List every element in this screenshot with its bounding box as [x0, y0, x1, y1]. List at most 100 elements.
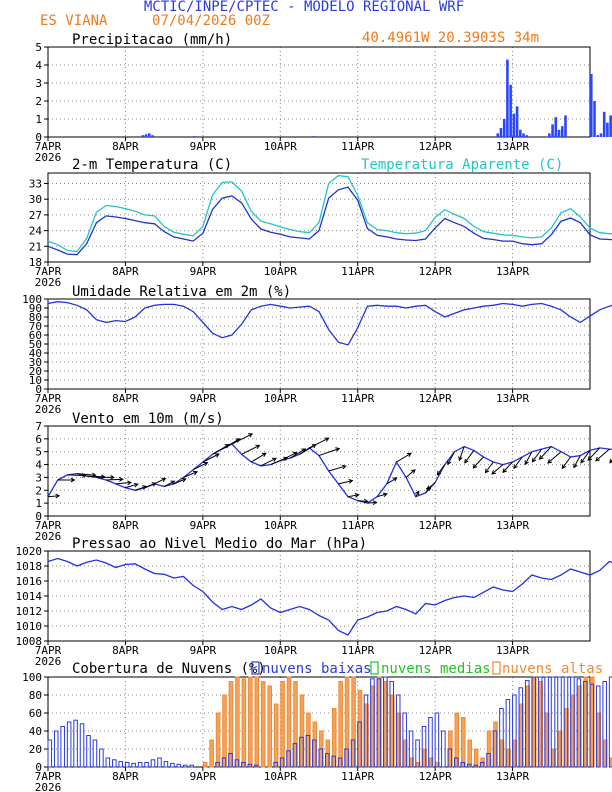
temp-panel-title: 2-m Temperatura (C) [72, 157, 232, 173]
cloud-bar-low [492, 730, 498, 768]
wind-arrowhead [181, 478, 187, 483]
wind-arrowhead [224, 444, 230, 449]
cloud-bar-low [131, 762, 136, 768]
y-tick-label: 60 [29, 329, 42, 342]
wind-arrowhead [203, 462, 209, 467]
precip-bar [593, 101, 596, 137]
wind-arrowhead [447, 460, 452, 466]
temperature-series-line-0 [47, 186, 612, 256]
cloud-bar-low [312, 739, 317, 768]
cloud-bar-low [473, 764, 478, 768]
cloud-bar-low [479, 762, 485, 768]
wind-arrowhead [464, 458, 469, 464]
coordinates-label: 40.4961W 20.3903S 34m [362, 30, 539, 46]
precip-bar [141, 135, 145, 137]
cloud-bar-low [299, 736, 304, 768]
cloud-bar-low [434, 712, 440, 768]
cloud-bar-low [447, 748, 453, 768]
x-tick-label: 10APR [264, 644, 297, 657]
wind-arrowhead [436, 470, 442, 476]
precip-bar [499, 128, 503, 137]
precip-bar [144, 134, 148, 137]
wind-arrowhead [118, 477, 124, 482]
cloud-bar-low [537, 676, 543, 768]
pressure-panel: 1008 1010 1012 1014 1016 1018 1020 7APR 8APR 9APR… [16, 545, 612, 668]
wind-arrowhead [127, 480, 133, 486]
wind-vector [532, 448, 543, 463]
precip-bar [312, 136, 316, 137]
wind-vector [580, 450, 591, 464]
y-tick-label: 80 [29, 311, 42, 324]
y-tick-label: 90 [29, 302, 42, 315]
y-tick-label: 20 [29, 365, 42, 378]
cloud-bar-low [292, 743, 298, 768]
y-tick-label: 40 [29, 347, 42, 360]
cloud-bar-low [137, 762, 143, 768]
y-tick-label: 0 [35, 131, 42, 144]
precip-bar [148, 133, 151, 137]
cloud-bar-high [222, 694, 227, 768]
y-tick-label: 5 [35, 446, 42, 459]
cloud-bar-low [608, 676, 612, 768]
y-tick-label: 24 [29, 225, 43, 238]
wind-vector [472, 456, 484, 469]
cloud-bar-high [202, 762, 208, 768]
cloud-bar-low [576, 678, 582, 768]
wind-vector [134, 485, 147, 491]
precip-bar [151, 135, 154, 137]
wind-arrowhead [573, 463, 578, 469]
wind-arrowhead [161, 477, 167, 482]
x-tick-label: 8APR [112, 644, 139, 657]
cloud-bar-low [324, 753, 330, 768]
wind-vector [539, 446, 552, 460]
y-tick-label: 0 [35, 383, 42, 396]
wind-vector [338, 480, 353, 485]
humidity-panel-title: Umidade Relativa em 2m (%) [72, 284, 291, 300]
precip-bar [590, 74, 593, 137]
x-tick-label: 8APR [112, 265, 139, 278]
wind-arrowhead [363, 498, 369, 504]
cloud-bar-low [73, 719, 78, 768]
wind-series-line-0 [47, 443, 612, 504]
pressure-series-line-0 [47, 557, 612, 636]
wind-arrowhead [547, 459, 553, 464]
humidity-series-line-0 [47, 301, 612, 346]
y-tick-label: 1014 [16, 590, 43, 603]
x-tick-label: 12APR [419, 519, 452, 532]
plot-frame [47, 172, 591, 263]
cloud-bar-low [86, 735, 91, 768]
wind-vector [464, 450, 475, 464]
wind-arrowhead [415, 490, 420, 496]
x-tick-label: 8APR [112, 519, 139, 532]
legend-high-clouds: nuvens altas [502, 661, 603, 677]
x-tick-label: 11APR [341, 140, 374, 153]
x-tick-label: 13APR [496, 392, 529, 405]
wind-arrowhead [271, 457, 277, 462]
precip-bar [609, 115, 612, 137]
wind-arrowhead [531, 457, 537, 463]
cloud-bar-high [338, 681, 343, 768]
wind-arrowhead [354, 493, 360, 498]
cloud-bar-low [105, 757, 111, 768]
wind-vector [144, 482, 156, 489]
x-tick-label: 13APR [496, 140, 529, 153]
run-datetime: 07/04/2026 00Z [152, 13, 270, 29]
cloud-bar-low [499, 708, 504, 768]
x-tick-label: 11APR [341, 265, 374, 278]
wind-vector [485, 461, 494, 473]
temperature-panel: 18 21 24 27 30 33 7APR 8APR 9APR 10APR 11APR 12APR 1… [29, 172, 612, 289]
y-tick-label: 6 [35, 433, 42, 446]
wind-vector [183, 471, 198, 478]
precip-bar [554, 117, 558, 137]
cloud-bar-low [99, 748, 104, 768]
y-tick-label: 1016 [16, 575, 43, 588]
y-tick-label: 3 [35, 77, 42, 90]
wind-vector [173, 478, 186, 485]
cloud-bar-low [344, 748, 349, 768]
wind-vector [280, 452, 297, 462]
cloud-bar-high [280, 681, 285, 768]
cloud-bar-low [486, 753, 491, 768]
cloud-bar-low [234, 759, 240, 768]
cloud-bar-low [408, 730, 414, 768]
